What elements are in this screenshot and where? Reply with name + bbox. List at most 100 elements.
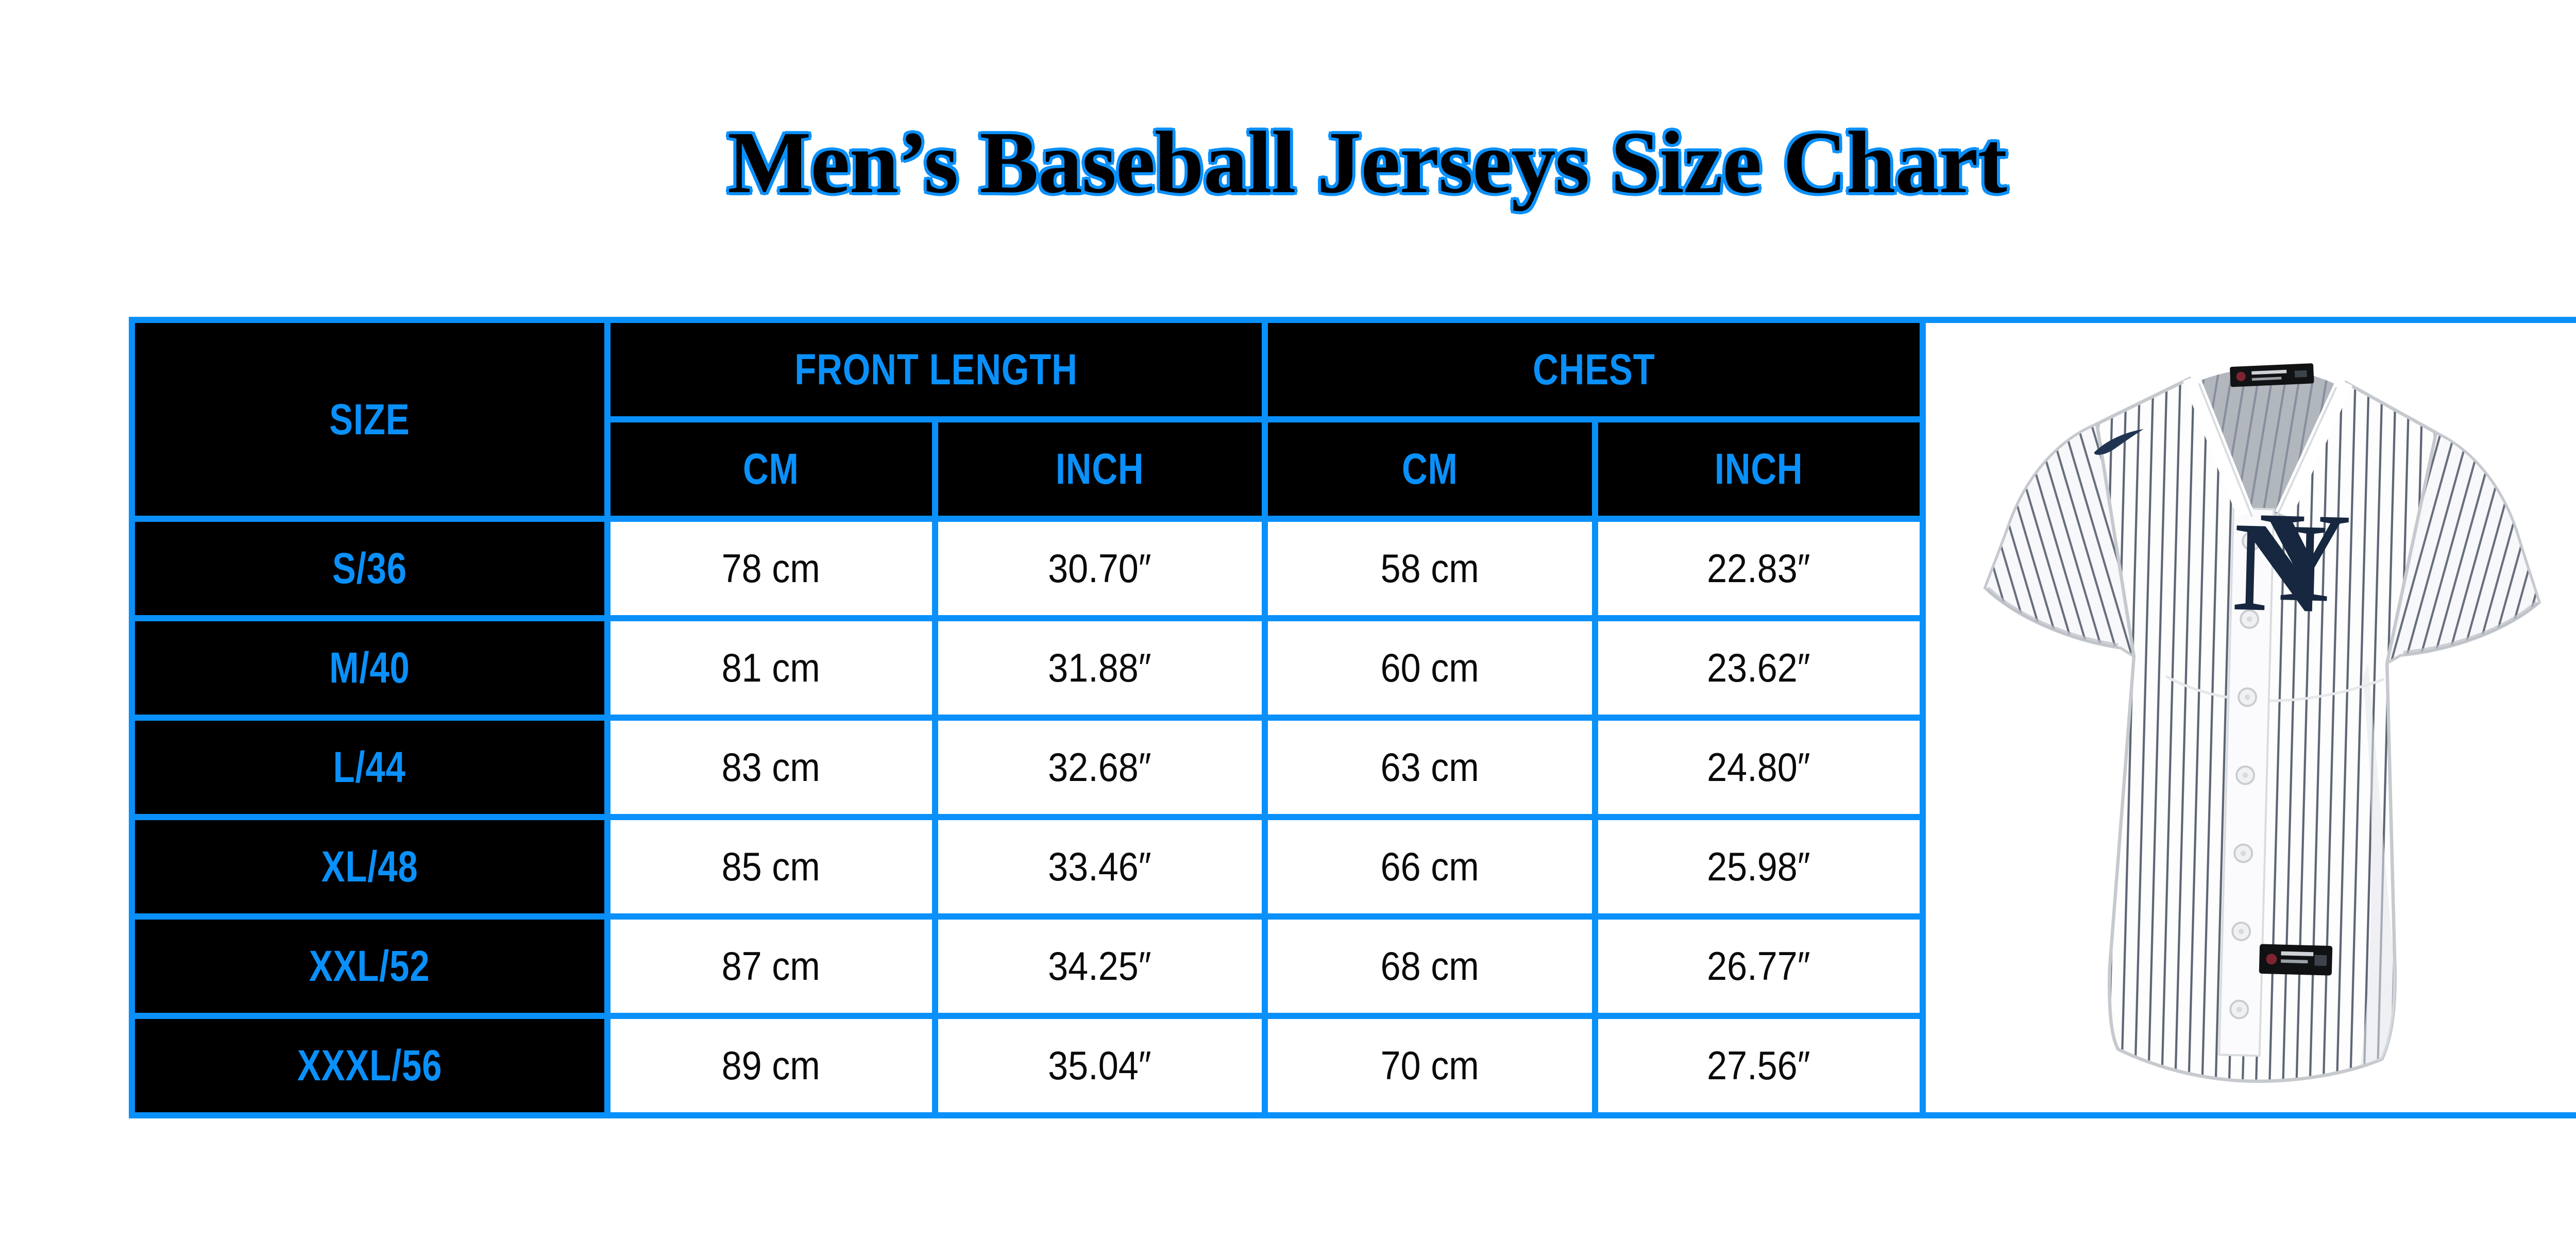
size-label: M/40 — [129, 615, 611, 721]
collar-band-top — [2189, 356, 2348, 387]
column-header-chest: CHEST — [1262, 317, 1926, 422]
value-text: 26.77″ — [1707, 943, 1811, 989]
value-text: 60 cm — [1380, 645, 1480, 690]
value-text: 27.56″ — [1707, 1043, 1811, 1088]
table-row: L/44 83 cm 32.68″ 63 cm 24.80″ — [129, 715, 2576, 820]
svg-text:N: N — [2232, 496, 2328, 640]
table-row: XXXL/56 89 cm 35.04″ 70 cm 27.56″ — [129, 1013, 2576, 1118]
chest-cm-value: 66 cm — [1262, 814, 1598, 920]
front-length-inch-value: 31.88″ — [931, 615, 1268, 721]
size-label: L/44 — [129, 715, 611, 820]
column-header-chest-cm-label: CM — [1402, 445, 1458, 493]
front-length-inch-value: 33.46″ — [931, 814, 1268, 920]
value-text: 70 cm — [1380, 1043, 1480, 1088]
value-text: 81 cm — [722, 645, 821, 690]
size-label: XXXL/56 — [129, 1013, 611, 1118]
column-header-chest-cm: CM — [1262, 416, 1598, 522]
front-length-inch-value: 35.04″ — [931, 1013, 1268, 1118]
value-text: 87 cm — [722, 943, 821, 989]
column-header-chest-label: CHEST — [1532, 345, 1655, 394]
page-title: Men’s Baseball Jerseys Size Chart — [727, 114, 2007, 212]
value-text: 33.46″ — [1048, 844, 1152, 889]
column-header-front-length-label: FRONT LENGTH — [794, 345, 1078, 394]
value-text: 85 cm — [722, 844, 821, 889]
collar-band-left — [2183, 375, 2254, 517]
jersey-image: N Y — [1983, 356, 2541, 1083]
front-length-cm-value: 85 cm — [604, 814, 938, 920]
collar-band-left-stitch — [2198, 383, 2253, 517]
header-row-groups: SIZE FRONT LENGTH CHEST — [129, 317, 2576, 1118]
chest-inch-value: 27.56″ — [1591, 1013, 1926, 1118]
value-text: 23.62″ — [1707, 645, 1811, 690]
front-length-inch-value: 34.25″ — [931, 913, 1268, 1019]
chest-inch-value: 25.98″ — [1591, 814, 1926, 920]
body-shading — [2360, 663, 2395, 1065]
right-sleeve-cuff-shadow — [2403, 601, 2538, 655]
chest-inch-value: 26.77″ — [1591, 913, 1926, 1019]
chest-inch-value: 22.83″ — [1591, 516, 1926, 621]
nike-swoosh-icon — [2094, 429, 2144, 455]
value-text: 89 cm — [722, 1043, 821, 1088]
baseball-jersey: N Y — [1983, 356, 2541, 1083]
size-label: S/36 — [129, 516, 611, 621]
header-row-units: CM INCH CM INCH — [132, 416, 2576, 522]
size-label-text: L/44 — [333, 743, 406, 791]
front-length-inch-value: 32.68″ — [931, 715, 1268, 820]
value-text: 78 cm — [722, 546, 821, 591]
size-chart-table: SIZE FRONT LENGTH CHEST — [129, 317, 2576, 1118]
placket-buttons — [2229, 531, 2262, 1020]
chest-cm-value: 68 cm — [1262, 913, 1598, 1019]
column-header-size-label: SIZE — [329, 395, 410, 444]
chest-cm-value: 60 cm — [1262, 615, 1598, 721]
column-header-front-length: FRONT LENGTH — [604, 317, 1268, 422]
svg-text:Y: Y — [2256, 485, 2352, 630]
front-length-cm-value: 87 cm — [604, 913, 938, 1019]
table-row: XL/48 85 cm 33.46″ 66 cm 25.98″ — [129, 814, 2576, 920]
column-header-size: SIZE — [129, 317, 611, 522]
size-label: XL/48 — [129, 814, 611, 920]
size-label-text: XL/48 — [321, 842, 418, 891]
value-text: 31.88″ — [1048, 645, 1152, 690]
value-text: 34.25″ — [1048, 943, 1152, 989]
jersey-panel: N Y — [1919, 317, 2576, 1118]
value-text: 68 cm — [1380, 943, 1480, 989]
column-header-chest-inch-label: INCH — [1714, 445, 1803, 493]
column-header-front-inch-label: INCH — [1056, 445, 1144, 493]
chest-cm-value: 58 cm — [1262, 516, 1598, 621]
chest-inch-value: 24.80″ — [1591, 715, 1926, 820]
value-text: 22.83″ — [1707, 546, 1811, 591]
front-length-cm-value: 81 cm — [604, 615, 938, 721]
collar-band-right — [2275, 378, 2353, 519]
table-row: S/36 78 cm 30.70″ 58 cm 22.83″ — [129, 516, 2576, 621]
value-text: 58 cm — [1380, 546, 1480, 591]
value-text: 30.70″ — [1048, 546, 1152, 591]
column-header-front-cm-label: CM — [743, 445, 800, 493]
size-label-text: XXL/52 — [309, 942, 430, 990]
value-text: 35.04″ — [1048, 1043, 1152, 1088]
column-header-front-inch: INCH — [931, 416, 1268, 522]
jock-tag — [2259, 944, 2333, 976]
size-label-text: XXXL/56 — [297, 1041, 443, 1090]
value-text: 24.80″ — [1707, 744, 1811, 790]
size-label: XXL/52 — [129, 913, 611, 1019]
left-sleeve-cuff-shadow — [1986, 586, 2119, 648]
chest-inch-value: 23.62″ — [1591, 615, 1926, 721]
ny-logo: N Y — [2232, 485, 2352, 640]
value-text: 32.68″ — [1048, 744, 1152, 790]
chest-cm-value: 70 cm — [1262, 1013, 1598, 1118]
column-header-front-cm: CM — [604, 416, 938, 522]
front-length-cm-value: 83 cm — [604, 715, 938, 820]
collar-tag — [2230, 363, 2314, 387]
front-length-inch-value: 30.70″ — [931, 516, 1268, 621]
value-text: 63 cm — [1380, 744, 1480, 790]
front-length-cm-value: 78 cm — [604, 516, 938, 621]
value-text: 25.98″ — [1707, 844, 1811, 889]
column-header-chest-inch: INCH — [1591, 416, 1926, 522]
front-length-cm-value: 89 cm — [604, 1013, 938, 1118]
table-row: XXL/52 87 cm 34.25″ 68 cm 26.77″ — [129, 913, 2576, 1019]
table-row: M/40 81 cm 31.88″ 60 cm 23.62″ — [129, 615, 2576, 721]
size-label-text: S/36 — [332, 544, 407, 592]
collar-interior — [2191, 362, 2345, 515]
value-text: 83 cm — [722, 744, 821, 790]
collar-band-right-stitch — [2275, 386, 2337, 518]
